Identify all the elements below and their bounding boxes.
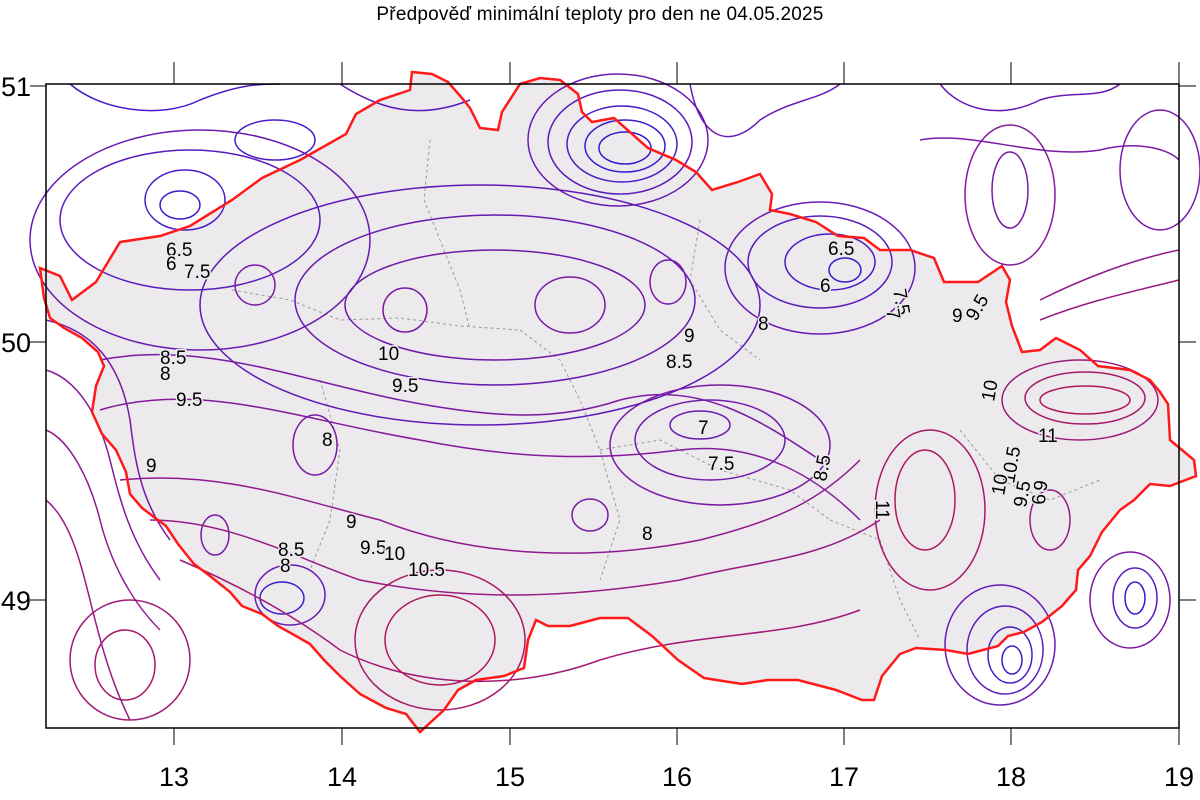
- contour-label: 9: [952, 306, 963, 327]
- contour-label: 9: [146, 456, 157, 477]
- x-tick-label: 13: [159, 762, 189, 792]
- x-tick-label: 17: [829, 762, 859, 792]
- contour-label: 9: [1027, 494, 1048, 505]
- contour-label: 8: [160, 364, 171, 385]
- contour-label: 6: [166, 254, 177, 275]
- contour-label: 8.5: [278, 540, 304, 561]
- contour-label: 8: [758, 314, 769, 335]
- district-boundaries: [231, 139, 1101, 641]
- contour-label: 6: [820, 276, 831, 297]
- y-tick-label: 49: [1, 586, 31, 616]
- contour-label: 7.5: [888, 287, 913, 317]
- x-axis-labels: 13 14 15 16 17 18 19: [159, 762, 1194, 792]
- contour-label: 9.5: [1010, 479, 1035, 509]
- contour-label: 8.5: [160, 348, 186, 369]
- y-tick-label: 51: [1, 72, 31, 102]
- contour-label: 9.5: [392, 376, 418, 397]
- x-tick-label: 14: [327, 762, 357, 792]
- contour-label: 10: [384, 544, 405, 565]
- contour-label: 9.5: [360, 538, 386, 559]
- x-tick-label: 19: [1164, 762, 1194, 792]
- contour-label: 8.5: [666, 352, 692, 373]
- contour-label: 7.5: [708, 454, 734, 475]
- contour-label: 8: [280, 556, 291, 577]
- x-tick-label: 15: [495, 762, 525, 792]
- country-border: [38, 70, 1198, 734]
- x-tick-label: 16: [662, 762, 692, 792]
- contour-label: 9: [346, 512, 357, 533]
- contour-label: 6.5: [166, 240, 192, 261]
- plot-frame: [45, 83, 1180, 729]
- contour-lines: [29, 73, 1200, 721]
- contour-label: 11: [871, 500, 892, 520]
- y-tick-label: 50: [1, 328, 31, 358]
- contour-labels: 6.5 6 7.5 6.5 6 7.5 7 8 8 8.5 9 9.5 9 10…: [145, 238, 1060, 583]
- contour-label: 7.5: [184, 262, 210, 283]
- country-land-fill: [40, 72, 1196, 732]
- contour-label: 10.5: [408, 560, 445, 581]
- contour-label: 7: [698, 418, 709, 439]
- contour-label: 10: [978, 378, 1002, 402]
- contour-label: 8: [642, 524, 653, 545]
- contour-label: 11: [1038, 426, 1058, 447]
- contour-label: 10: [378, 344, 399, 365]
- contour-label: 10: [988, 472, 1012, 496]
- map-title: Předpověď minimální teploty pro den ne 0…: [376, 4, 824, 25]
- contour-label: 8.5: [810, 453, 835, 483]
- contour-label: 9.5: [176, 390, 202, 411]
- y-axis-labels: 51 50 49: [1, 72, 31, 616]
- x-tick-label: 18: [996, 762, 1026, 792]
- axis-ticks: [30, 62, 1196, 745]
- contour-label: 8: [322, 430, 333, 451]
- contour-label: 10.5: [998, 445, 1025, 485]
- contour-label: 6.5: [828, 239, 854, 260]
- contour-label: 9: [684, 326, 695, 347]
